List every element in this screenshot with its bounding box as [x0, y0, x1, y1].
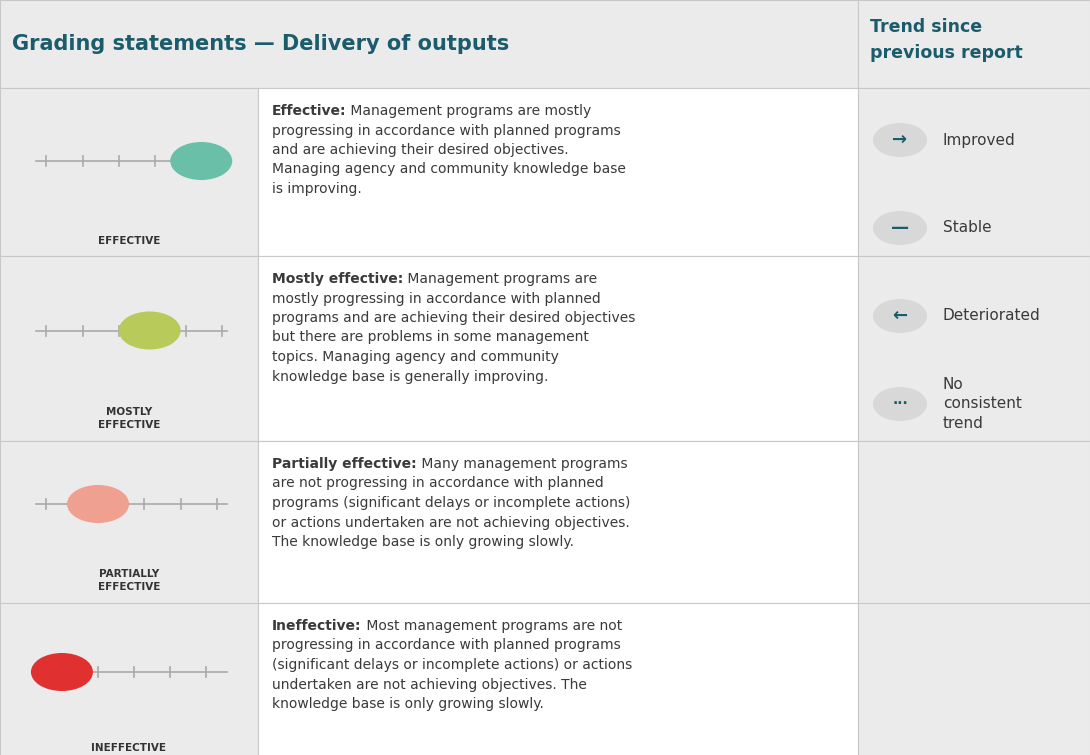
Text: Partially effective:: Partially effective:	[272, 457, 416, 471]
Text: is improving.: is improving.	[272, 182, 362, 196]
Bar	[858, 441, 1090, 603]
Ellipse shape	[873, 387, 926, 421]
Text: or actions undertaken are not achieving objectives.: or actions undertaken are not achieving …	[272, 516, 630, 529]
Bar	[0, 256, 258, 441]
Text: programs and are achieving their desired objectives: programs and are achieving their desired…	[272, 311, 635, 325]
Ellipse shape	[873, 299, 926, 333]
Ellipse shape	[31, 653, 93, 691]
Text: programs (significant delays or incomplete actions): programs (significant delays or incomple…	[272, 496, 630, 510]
Bar	[258, 256, 858, 441]
Text: but there are problems in some management: but there are problems in some managemen…	[272, 331, 589, 344]
Text: Management programs are: Management programs are	[403, 272, 597, 286]
Text: PARTIALLY
EFFECTIVE: PARTIALLY EFFECTIVE	[98, 569, 160, 592]
Bar	[258, 441, 858, 603]
Text: Many management programs: Many management programs	[416, 457, 627, 471]
Text: Stable: Stable	[943, 220, 992, 236]
Text: mostly progressing in accordance with planned: mostly progressing in accordance with pl…	[272, 291, 601, 306]
Bar	[258, 88, 858, 256]
Ellipse shape	[119, 312, 181, 350]
Text: →: →	[893, 131, 908, 149]
Text: Effective:: Effective:	[272, 104, 347, 118]
Text: Management programs are mostly: Management programs are mostly	[347, 104, 592, 118]
Text: undertaken are not achieving objectives. The: undertaken are not achieving objectives.…	[272, 677, 586, 692]
Text: MOSTLY
EFFECTIVE: MOSTLY EFFECTIVE	[98, 407, 160, 430]
Bar	[0, 603, 258, 755]
Bar	[858, 256, 1090, 441]
Text: Improved: Improved	[943, 132, 1016, 147]
Text: Most management programs are not: Most management programs are not	[362, 619, 621, 633]
Bar	[858, 0, 1090, 88]
Text: —: —	[891, 219, 909, 237]
Text: Ineffective:: Ineffective:	[272, 619, 362, 633]
Text: Deteriorated: Deteriorated	[943, 309, 1041, 323]
Text: Managing agency and community knowledge base: Managing agency and community knowledge …	[272, 162, 626, 177]
Text: Grading statements — Delivery of outputs: Grading statements — Delivery of outputs	[12, 34, 509, 54]
Text: The knowledge base is only growing slowly.: The knowledge base is only growing slowl…	[272, 535, 574, 549]
Ellipse shape	[68, 485, 129, 523]
Bar	[0, 441, 258, 603]
Bar	[858, 603, 1090, 755]
Bar	[858, 88, 1090, 256]
Text: Mostly effective:: Mostly effective:	[272, 272, 403, 286]
Ellipse shape	[170, 142, 232, 180]
Text: progressing in accordance with planned programs: progressing in accordance with planned p…	[272, 124, 620, 137]
Bar	[0, 0, 858, 88]
Text: topics. Managing agency and community: topics. Managing agency and community	[272, 350, 559, 364]
Text: (significant delays or incomplete actions) or actions: (significant delays or incomplete action…	[272, 658, 632, 672]
Text: knowledge base is generally improving.: knowledge base is generally improving.	[272, 369, 548, 384]
Text: are not progressing in accordance with planned: are not progressing in accordance with p…	[272, 476, 604, 491]
Bar	[258, 603, 858, 755]
Text: EFFECTIVE: EFFECTIVE	[98, 236, 160, 246]
Text: knowledge base is only growing slowly.: knowledge base is only growing slowly.	[272, 697, 544, 711]
Text: progressing in accordance with planned programs: progressing in accordance with planned p…	[272, 639, 620, 652]
Text: ←: ←	[893, 307, 908, 325]
Ellipse shape	[873, 211, 926, 245]
Text: ···: ···	[892, 397, 908, 411]
Text: Trend since
previous report: Trend since previous report	[870, 19, 1022, 61]
Text: INEFFECTIVE: INEFFECTIVE	[92, 743, 167, 753]
Bar	[0, 88, 258, 256]
Text: and are achieving their desired objectives.: and are achieving their desired objectiv…	[272, 143, 569, 157]
Ellipse shape	[873, 123, 926, 157]
Text: No
consistent
trend: No consistent trend	[943, 377, 1022, 431]
